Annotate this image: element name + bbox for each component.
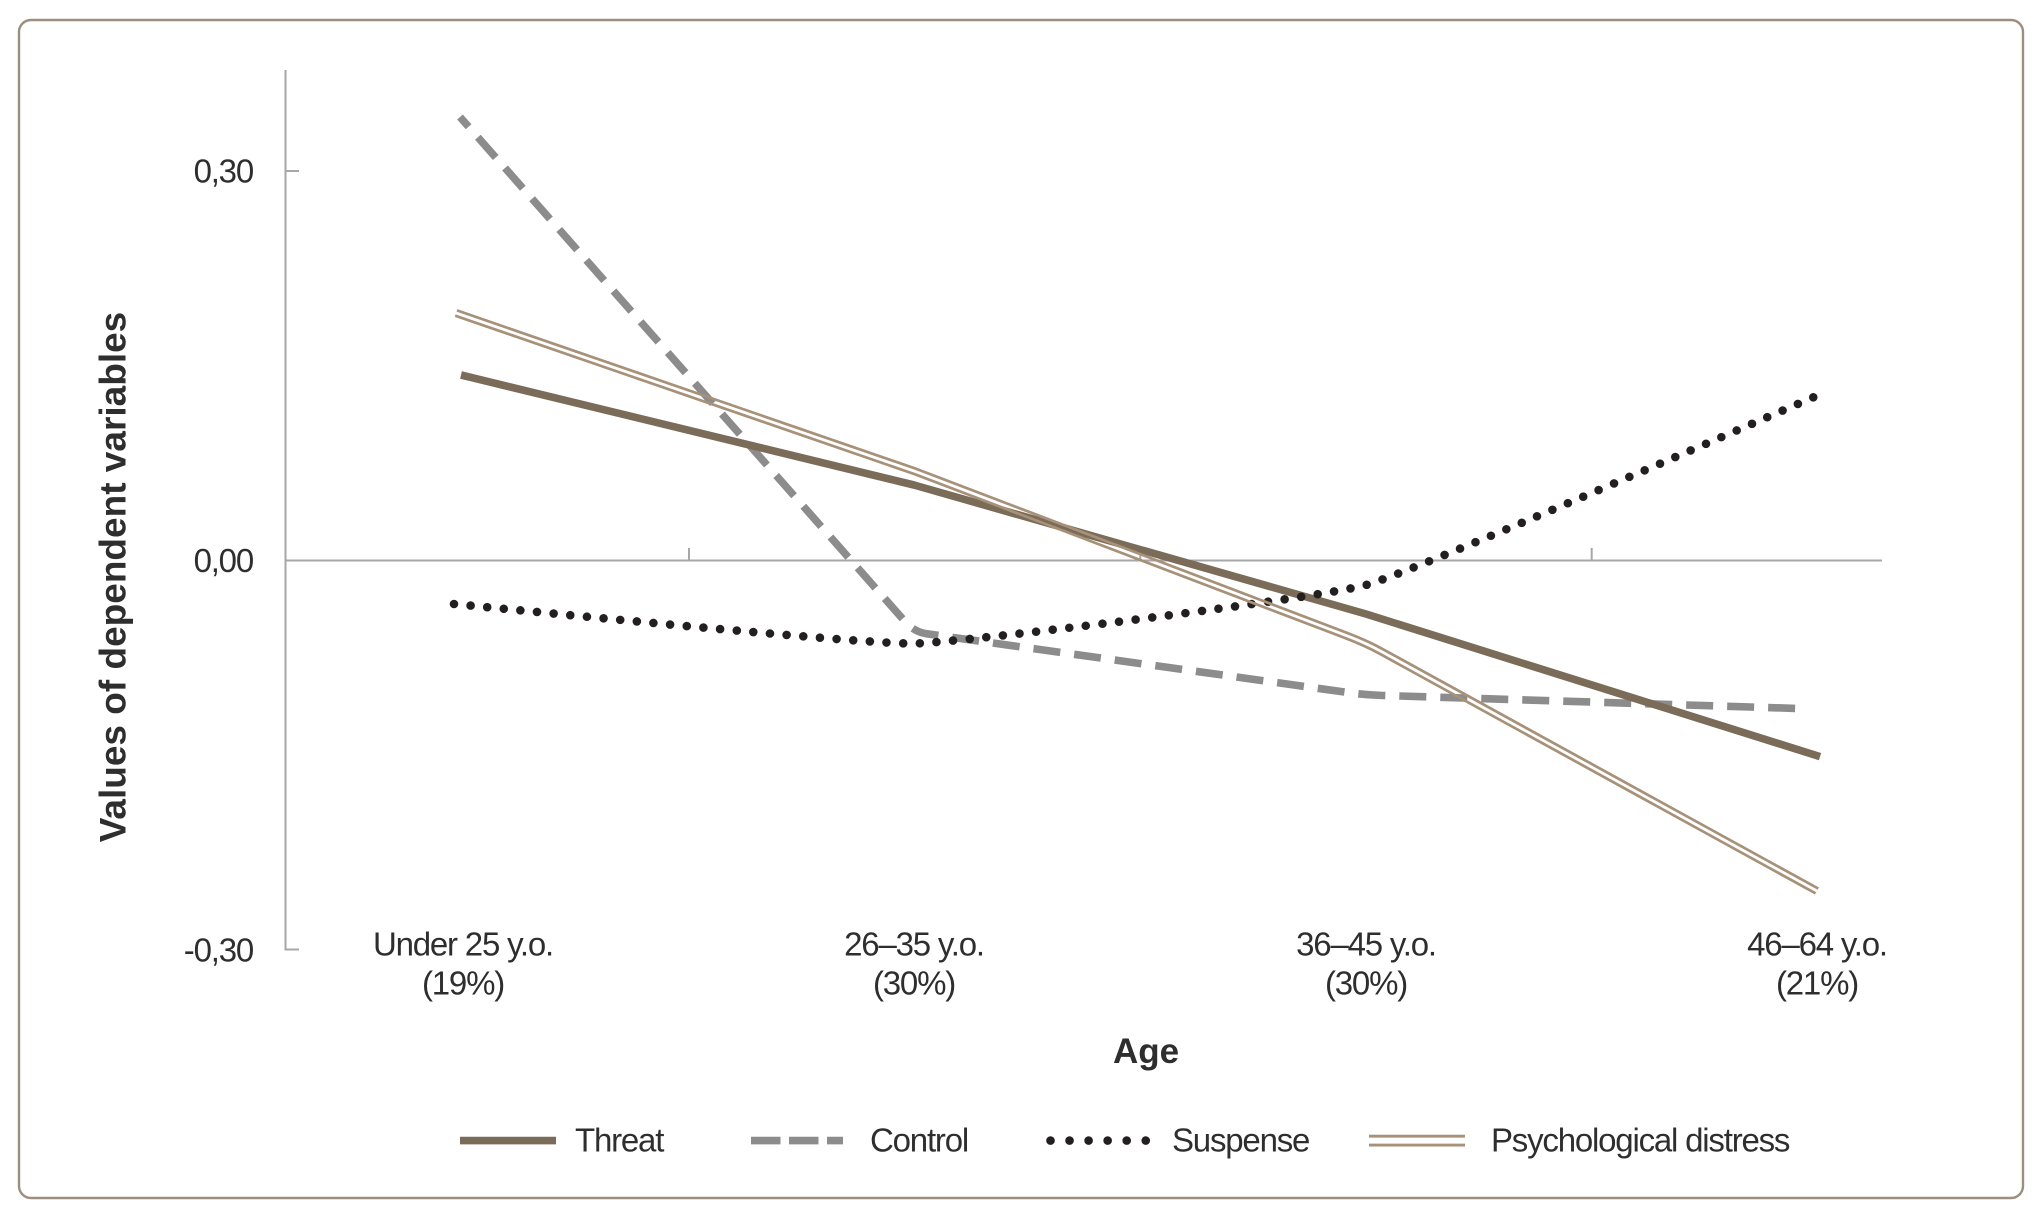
svg-text:(21%): (21%) xyxy=(1776,965,1858,1002)
svg-text:Suspense: Suspense xyxy=(1172,1121,1309,1158)
svg-text:46–64 y.o.: 46–64 y.o. xyxy=(1747,926,1887,963)
svg-text:0,30: 0,30 xyxy=(194,152,254,189)
svg-text:(30%): (30%) xyxy=(873,965,955,1002)
svg-text:(30%): (30%) xyxy=(1325,965,1407,1002)
svg-text:Psychological distress: Psychological distress xyxy=(1491,1121,1790,1158)
svg-text:Under 25 y.o.: Under 25 y.o. xyxy=(373,926,553,963)
svg-text:Control: Control xyxy=(870,1121,968,1158)
svg-text:0,00: 0,00 xyxy=(194,542,254,579)
svg-text:Values of dependent variables: Values of dependent variables xyxy=(93,312,134,843)
svg-text:36–45 y.o.: 36–45 y.o. xyxy=(1296,926,1436,963)
svg-text:-0,30: -0,30 xyxy=(184,931,254,968)
svg-text:Threat: Threat xyxy=(575,1121,664,1158)
svg-text:(19%): (19%) xyxy=(422,965,504,1002)
svg-text:26–35 y.o.: 26–35 y.o. xyxy=(844,926,984,963)
svg-text:Age: Age xyxy=(1113,1032,1179,1071)
